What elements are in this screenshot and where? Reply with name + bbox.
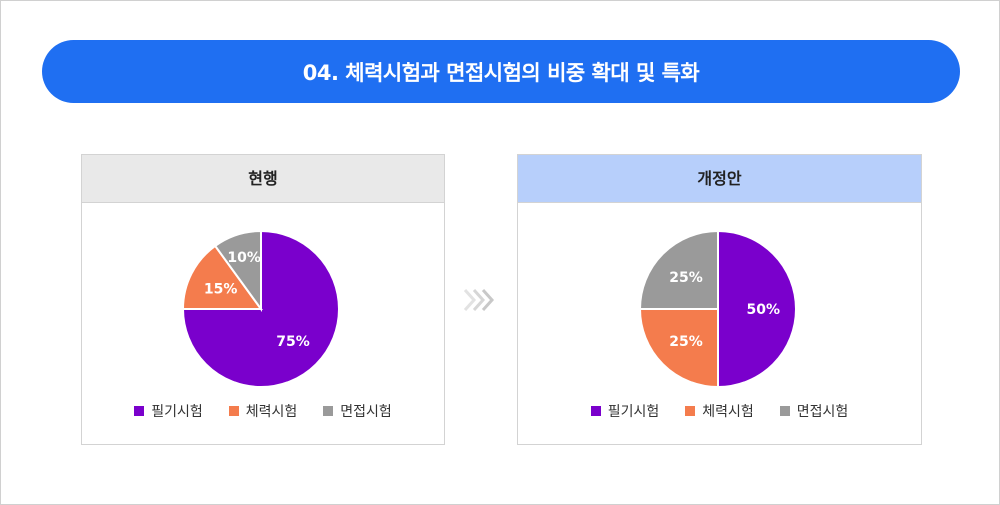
- current-pie-chart: 75% 15% 10%: [181, 229, 340, 388]
- pie-label-written: 50%: [746, 302, 780, 318]
- legend-label-interview: 면접시험: [796, 404, 849, 420]
- legend-label-written: 필기시험: [607, 404, 660, 420]
- pie-slice-physical: [181, 244, 263, 310]
- revised-legend: 필기시험 체력시험 면접시험: [518, 401, 921, 421]
- pie-label-interview: 25%: [669, 270, 703, 286]
- pie-label-physical: 15%: [204, 281, 238, 297]
- legend-item-written: 필기시험: [134, 401, 203, 421]
- legend-item-physical: 체력시험: [685, 401, 754, 421]
- pie-slice-interview: [213, 229, 262, 313]
- pie-label-physical: 25%: [669, 334, 703, 350]
- legend-swatch-written: [134, 406, 145, 416]
- pie-slice-written: [181, 229, 340, 388]
- revised-panel-title: 개정안: [518, 155, 921, 203]
- legend-swatch-interview: [323, 406, 334, 416]
- current-panel: 현행 75% 15% 10% 필기시험 체력시험 면접시험: [81, 154, 445, 445]
- legend-swatch-written: [590, 406, 601, 416]
- pie-label-interview: 10%: [227, 250, 261, 266]
- pie-slice-physical: [638, 308, 719, 389]
- legend-swatch-interview: [779, 406, 790, 416]
- legend-item-written: 필기시험: [590, 401, 660, 421]
- pie-slice-interview: [638, 229, 719, 310]
- legend-swatch-physical: [228, 406, 239, 416]
- current-panel-title: 현행: [82, 155, 444, 203]
- page-title: 04. 체력시험과 면접시험의 비중 확대 및 특화: [42, 40, 960, 103]
- pie-label-written: 75%: [276, 334, 310, 350]
- legend-item-physical: 체력시험: [228, 401, 298, 421]
- pie-slice-written: [717, 229, 797, 389]
- legend-label-written: 필기시험: [151, 404, 203, 420]
- legend-item-interview: 면접시험: [323, 401, 392, 421]
- legend-label-physical: 체력시험: [702, 404, 754, 420]
- revised-pie-chart: 50% 25% 25%: [638, 229, 797, 389]
- current-legend: 필기시험 체력시험 면접시험: [82, 401, 444, 421]
- legend-label-interview: 면접시험: [340, 404, 392, 420]
- revised-panel: 개정안 50% 25% 25% 필기시험 체력시험 면접시험: [517, 154, 922, 445]
- chevrons-right-icon: [463, 288, 495, 312]
- legend-swatch-physical: [685, 406, 696, 416]
- legend-item-interview: 면접시험: [779, 401, 849, 421]
- legend-label-physical: 체력시험: [245, 404, 298, 420]
